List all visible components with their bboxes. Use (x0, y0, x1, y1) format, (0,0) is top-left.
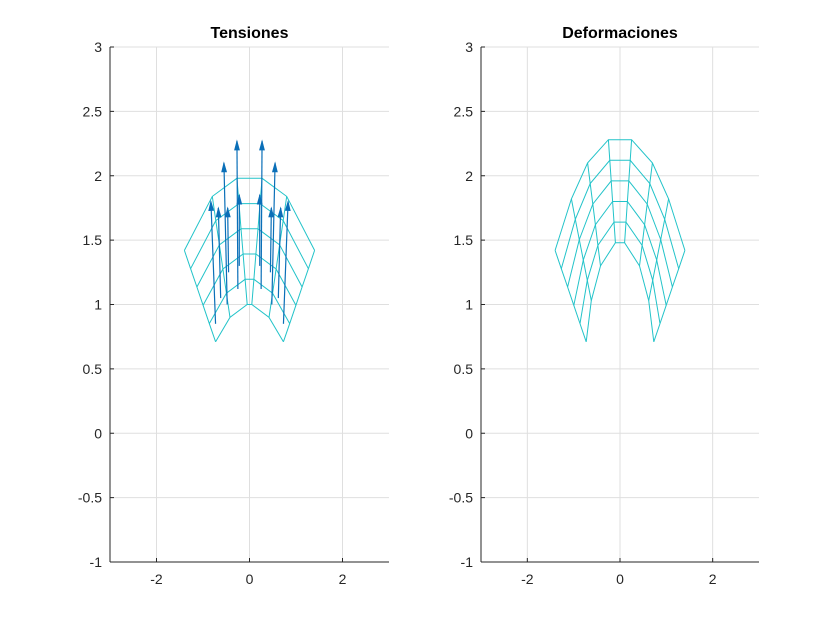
mesh-radial-line (607, 139, 616, 243)
x-tick-label: -2 (521, 571, 534, 587)
mesh-radial-line (183, 250, 217, 342)
mesh-ring-line (579, 221, 661, 324)
mesh-radial-line (587, 162, 601, 266)
mesh-ring-line (208, 278, 291, 324)
stress-arrow (271, 162, 276, 305)
mesh-radial-line (570, 198, 592, 301)
stress-arrow-head (234, 139, 240, 151)
mesh-ring-line (196, 228, 303, 288)
x-tick-label: 2 (709, 571, 717, 587)
mesh-radial-line (282, 250, 316, 342)
axes-title-deformaciones: Deformaciones (562, 25, 678, 42)
stress-arrow-head (208, 199, 215, 212)
stress-arrow-head (236, 193, 243, 205)
y-tick-label: 1 (94, 297, 102, 313)
x-tick-label: -2 (150, 571, 163, 587)
stress-arrow (277, 207, 282, 299)
mesh-radial-line (554, 250, 587, 342)
mesh-radial-line (639, 162, 653, 266)
stress-arrow (236, 140, 239, 290)
mesh-ring-line (585, 242, 655, 342)
axes-title-tensiones: Tensiones (211, 25, 289, 42)
mesh-ring-line (573, 201, 667, 306)
mesh-ring-line (554, 139, 686, 251)
stress-arrow-head (271, 161, 278, 173)
stress-arrow (223, 162, 228, 305)
y-tick-label: 0.5 (83, 361, 103, 377)
y-tick-label: 3 (94, 39, 102, 55)
y-tick-label: 2.5 (454, 103, 474, 119)
mesh-ring-line (183, 177, 316, 251)
y-tick-label: 1.5 (83, 232, 103, 248)
stress-arrow-head (224, 206, 231, 218)
stress-arrow (260, 140, 263, 290)
y-tick-label: 0 (465, 425, 473, 441)
stress-arrow-head (215, 206, 222, 218)
mesh-radial-line (624, 139, 633, 243)
mesh-ring-line (560, 159, 680, 269)
stress-arrow-head (221, 161, 228, 173)
x-tick-label: 2 (339, 571, 347, 587)
stress-arrow (217, 207, 222, 299)
y-tick-label: 2.5 (83, 103, 103, 119)
stress-arrow (227, 207, 230, 273)
axes-deformaciones: Deformaciones -2 0 2 -1 -0.5 0 0.5 1 1.5 2 2.5 3 (449, 25, 759, 587)
x-tick-label: 0 (616, 571, 624, 587)
stress-arrow-head (284, 199, 291, 212)
y-tick-label: -1 (461, 554, 474, 570)
x-tick-label: 0 (246, 571, 254, 587)
stress-arrow-head (277, 206, 284, 218)
mesh-ring-line (215, 304, 284, 343)
y-tick-label: 0.5 (454, 361, 474, 377)
y-tick-label: -0.5 (449, 490, 473, 506)
y-tick-label: 0 (94, 425, 102, 441)
stress-arrow (282, 201, 289, 324)
mesh-radial-line (648, 198, 670, 301)
mesh-radial-line (653, 250, 686, 342)
y-tick-label: 3 (465, 39, 473, 55)
stress-arrow-head (268, 206, 275, 218)
stress-arrow-head (256, 193, 263, 205)
stress-arrow (269, 207, 272, 273)
y-tick-label: 2 (94, 168, 102, 184)
stress-arrow-head (259, 139, 265, 151)
y-tick-label: 1 (465, 297, 473, 313)
y-tick-label: 1.5 (454, 232, 474, 248)
mesh-ring-line (567, 180, 673, 288)
stress-arrow (210, 201, 217, 324)
y-tick-label: -1 (90, 554, 103, 570)
axes-tensiones: Tensiones -2 0 2 -1 -0.5 0 0.5 1 1.5 2 2.5 3 (78, 25, 389, 587)
y-tick-label: 2 (465, 168, 473, 184)
y-tick-label: -0.5 (78, 490, 102, 506)
